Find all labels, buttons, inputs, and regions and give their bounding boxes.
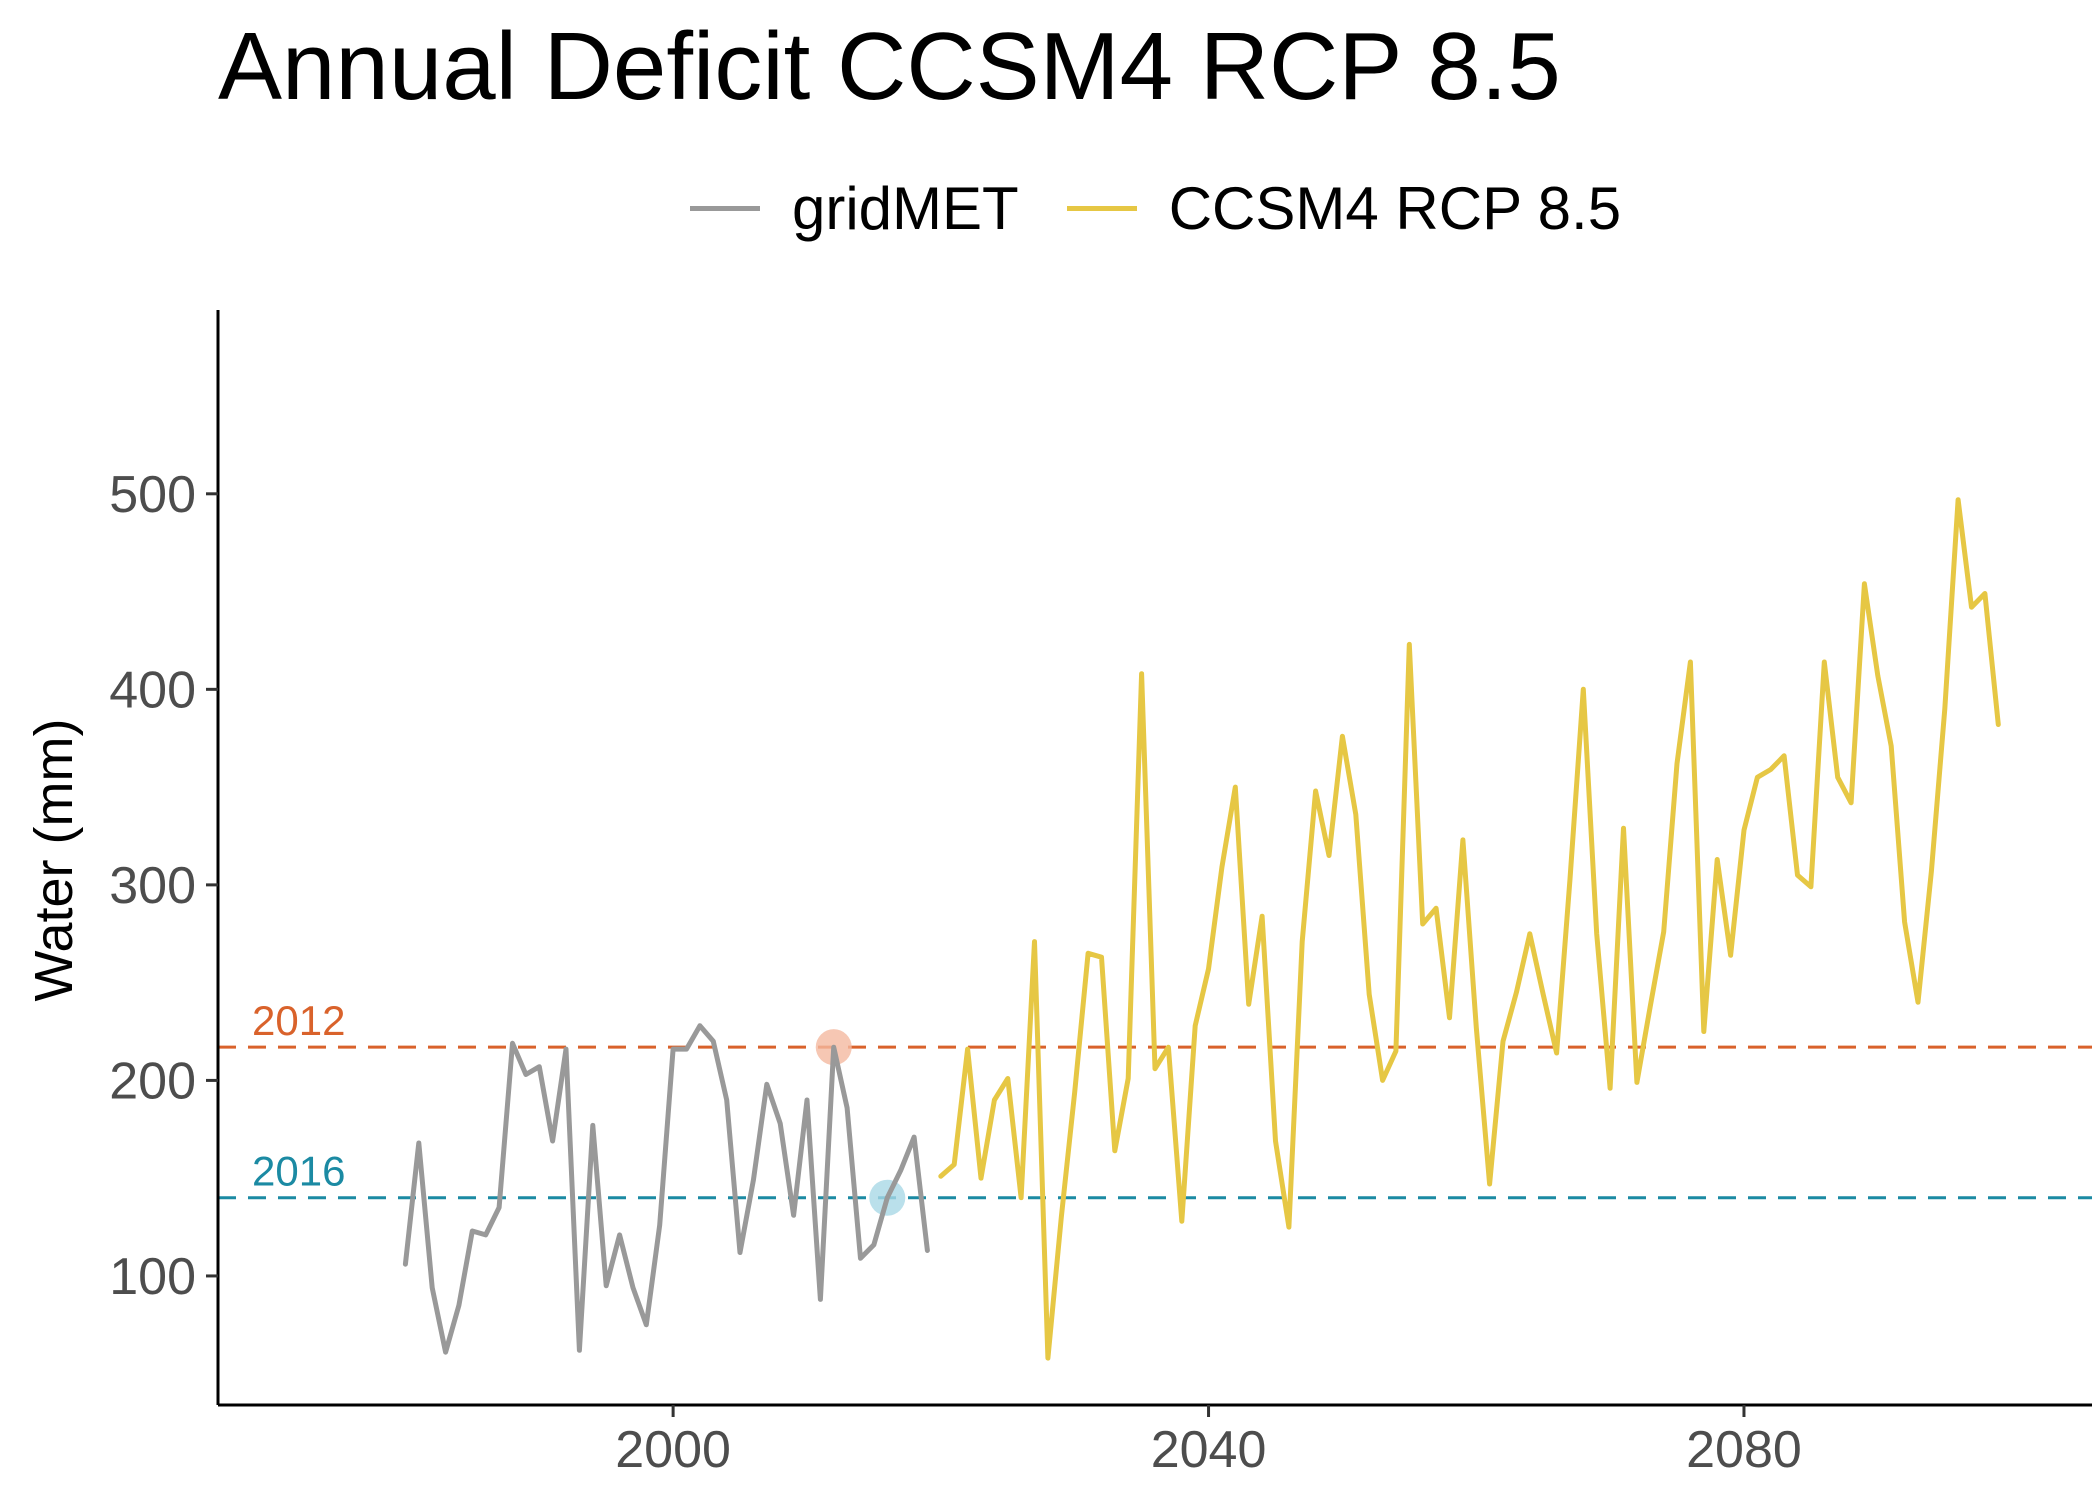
- y-axis-ticks: 100 200 300 400 500: [109, 466, 218, 1306]
- legend-label-ccsm4: CCSM4 RCP 8.5: [1168, 174, 1622, 242]
- y-tick-label: 200: [109, 1052, 196, 1110]
- series-line-ccsm4-rcp85: [938, 497, 2001, 1361]
- y-tick-label: 400: [109, 661, 196, 719]
- series-lines: [402, 497, 2001, 1361]
- x-tick-label: 2000: [615, 1421, 731, 1479]
- legend-key-ccsm4: [1066, 205, 1137, 211]
- x-axis-ticks: 2000 2040 2080: [615, 1405, 1802, 1479]
- series-line-gridmet: [402, 1023, 930, 1355]
- y-tick-label: 300: [109, 857, 196, 915]
- reference-label-2016: 2016: [252, 1148, 345, 1195]
- chart-title: Annual Deficit CCSM4 RCP 8.5: [218, 13, 1561, 120]
- reference-label-2012: 2012: [252, 997, 345, 1044]
- legend-key-gridmet: [690, 205, 760, 211]
- legend-item-ccsm4: CCSM4 RCP 8.5: [1066, 174, 1622, 243]
- legend: gridMET CCSM4 RCP 8.5: [690, 168, 1669, 248]
- legend-label-gridmet: gridMET: [792, 174, 1019, 242]
- y-tick-label: 100: [109, 1248, 196, 1306]
- x-tick-label: 2080: [1686, 1421, 1802, 1479]
- legend-item-gridmet: gridMET: [690, 174, 1019, 243]
- x-tick-label: 2040: [1151, 1421, 1267, 1479]
- y-axis-title: Water (mm): [24, 719, 84, 1002]
- y-tick-label: 500: [109, 466, 196, 524]
